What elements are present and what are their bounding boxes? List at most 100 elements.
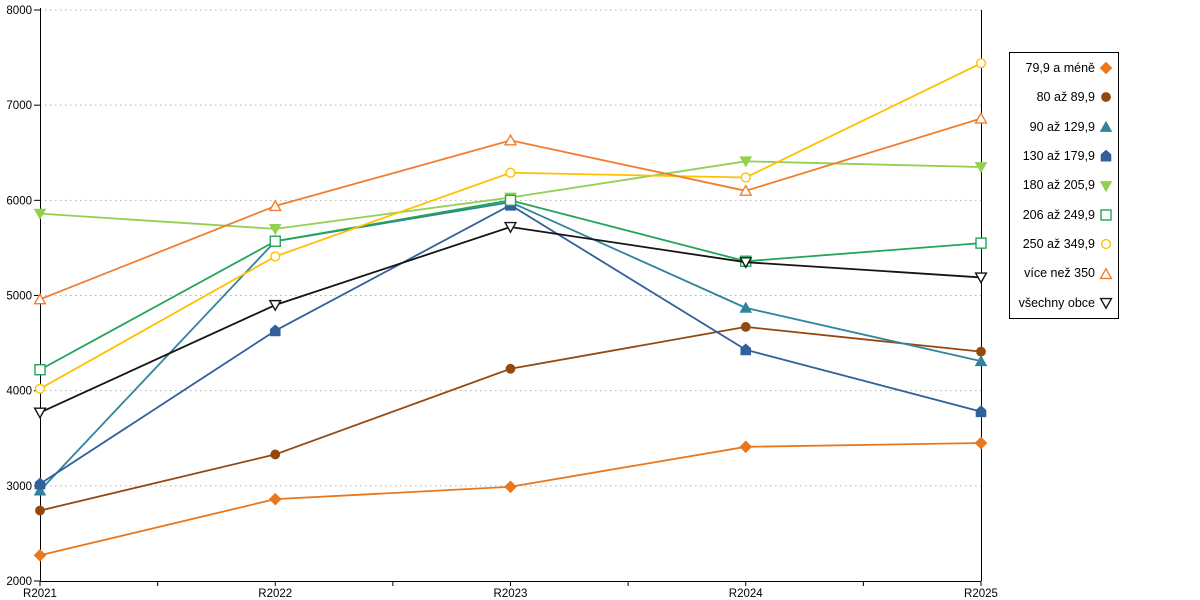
legend-label: 79,9 a méně <box>1025 60 1096 75</box>
legend-marker-icon <box>1099 180 1113 192</box>
triangle-down-marker-icon <box>268 223 282 236</box>
axes <box>34 8 982 586</box>
legend-label: 180 až 205,9 <box>1022 178 1095 193</box>
legend-box: 79,9 a méně 80 až 89,9 90 až 129,9 130 až 1… <box>1009 52 1119 319</box>
circle-marker-icon <box>975 58 987 69</box>
series-8 <box>33 111 988 305</box>
legend-item: všechny obce <box>1016 296 1113 310</box>
diamond-marker-icon <box>268 492 282 506</box>
x-tick-label: R2022 <box>258 588 292 600</box>
triangle-up-marker-icon <box>1099 266 1113 279</box>
triangle-up-marker-icon <box>974 111 988 124</box>
legend-label: 90 až 129,9 <box>1029 119 1095 134</box>
circle-marker-icon <box>270 251 281 262</box>
legend-item: 130 až 179,9 <box>1016 149 1113 163</box>
circle-marker-icon <box>740 322 751 332</box>
legend-item: 90 až 129,9 <box>1016 120 1113 134</box>
x-tick-label: R2024 <box>729 588 763 600</box>
series-line <box>39 201 982 492</box>
x-tick-label: R2025 <box>964 588 998 600</box>
legend-label: 130 až 179,9 <box>1022 148 1095 163</box>
y-tick-label: 7000 <box>6 100 32 112</box>
series-3 <box>33 196 988 496</box>
triangle-down-marker-icon <box>33 407 47 420</box>
legend-label: všechny obce <box>1018 295 1095 310</box>
legend-marker-icon <box>1100 209 1112 221</box>
triangle-up-marker-icon <box>503 133 518 146</box>
y-tick-label: 8000 <box>6 5 32 17</box>
square-marker-icon <box>1100 209 1112 221</box>
diamond-marker-icon <box>739 440 753 454</box>
legend-marker-icon <box>1101 92 1111 103</box>
y-tick-label: 4000 <box>6 386 32 398</box>
x-tick-label: R2023 <box>494 588 528 600</box>
series-line <box>39 204 982 485</box>
y-tick-label: 5000 <box>6 291 32 303</box>
circle-marker-icon <box>34 383 46 394</box>
circle-marker-icon <box>1101 92 1111 103</box>
circle-marker-icon <box>1100 239 1112 250</box>
pentagon-marker-icon <box>1100 149 1112 162</box>
y-tick-label: 2000 <box>6 576 32 588</box>
series-1 <box>33 436 988 562</box>
triangle-down-marker-icon <box>974 162 988 174</box>
triangle-down-marker-icon <box>33 208 47 220</box>
triangle-up-marker-icon <box>33 292 47 305</box>
legend-item: 250 až 349,9 <box>1016 237 1113 251</box>
triangle-down-marker-icon <box>503 221 518 234</box>
legend-label: více než 350 <box>1024 266 1095 281</box>
legend-marker-icon <box>1099 61 1113 75</box>
triangle-down-marker-icon <box>268 299 282 312</box>
triangle-up-marker-icon <box>974 354 988 367</box>
legend-marker-icon <box>1099 266 1113 279</box>
square-marker-icon <box>504 194 517 207</box>
y-tick-label: 6000 <box>6 195 32 207</box>
triangle-up-marker-icon <box>268 199 282 212</box>
axis-labels: 2000 3000 4000 5000 6000 7000 8000 R2021 R2022 R2… <box>6 5 998 600</box>
circle-marker-icon <box>505 363 516 374</box>
diamond-marker-icon <box>504 480 517 494</box>
legend-marker-icon <box>1099 120 1113 132</box>
legend-marker-icon <box>1100 239 1112 250</box>
legend-item: 180 až 205,9 <box>1016 179 1113 193</box>
legend-item: 80 až 89,9 <box>1016 90 1113 104</box>
triangle-down-marker-icon <box>739 257 753 269</box>
pentagon-marker-icon <box>34 477 46 490</box>
square-marker-icon <box>269 235 281 247</box>
legend-item: 206 až 249,9 <box>1016 208 1113 222</box>
triangle-up-marker-icon <box>33 484 47 496</box>
circle-marker-icon <box>976 346 986 357</box>
triangle-up-marker-icon <box>739 184 753 196</box>
pentagon-marker-icon <box>269 324 281 337</box>
legend-marker-icon <box>1099 297 1113 310</box>
x-tick-label: R2021 <box>23 588 57 600</box>
triangle-up-marker-icon <box>739 301 753 313</box>
pentagon-marker-icon <box>975 405 987 418</box>
pentagon-marker-icon <box>740 343 752 356</box>
diamond-marker-icon <box>1099 61 1113 75</box>
circle-marker-icon <box>740 172 751 183</box>
diamond-marker-icon <box>33 548 47 562</box>
series-9 <box>33 221 988 420</box>
series-line <box>39 442 982 557</box>
circle-marker-icon <box>35 505 45 516</box>
triangle-down-marker-icon <box>974 272 988 285</box>
series-7 <box>34 58 987 394</box>
legend-item: 79,9 a méně <box>1016 61 1113 75</box>
triangle-down-marker-icon <box>739 156 753 168</box>
series-2 <box>35 322 986 516</box>
gridlines <box>40 9 981 487</box>
diamond-marker-icon <box>974 436 988 450</box>
square-marker-icon <box>34 364 46 376</box>
triangle-up-marker-icon <box>1099 120 1113 132</box>
legend-label: 80 až 89,9 <box>1036 90 1095 105</box>
square-marker-icon <box>975 237 987 249</box>
circle-marker-icon <box>505 167 516 178</box>
legend-item: více než 350 <box>1016 266 1113 281</box>
legend-label: 206 až 249,9 <box>1022 207 1095 222</box>
legend-label: 250 až 349,9 <box>1022 237 1095 251</box>
triangle-down-marker-icon <box>1099 180 1113 192</box>
y-tick-label: 3000 <box>6 481 32 493</box>
